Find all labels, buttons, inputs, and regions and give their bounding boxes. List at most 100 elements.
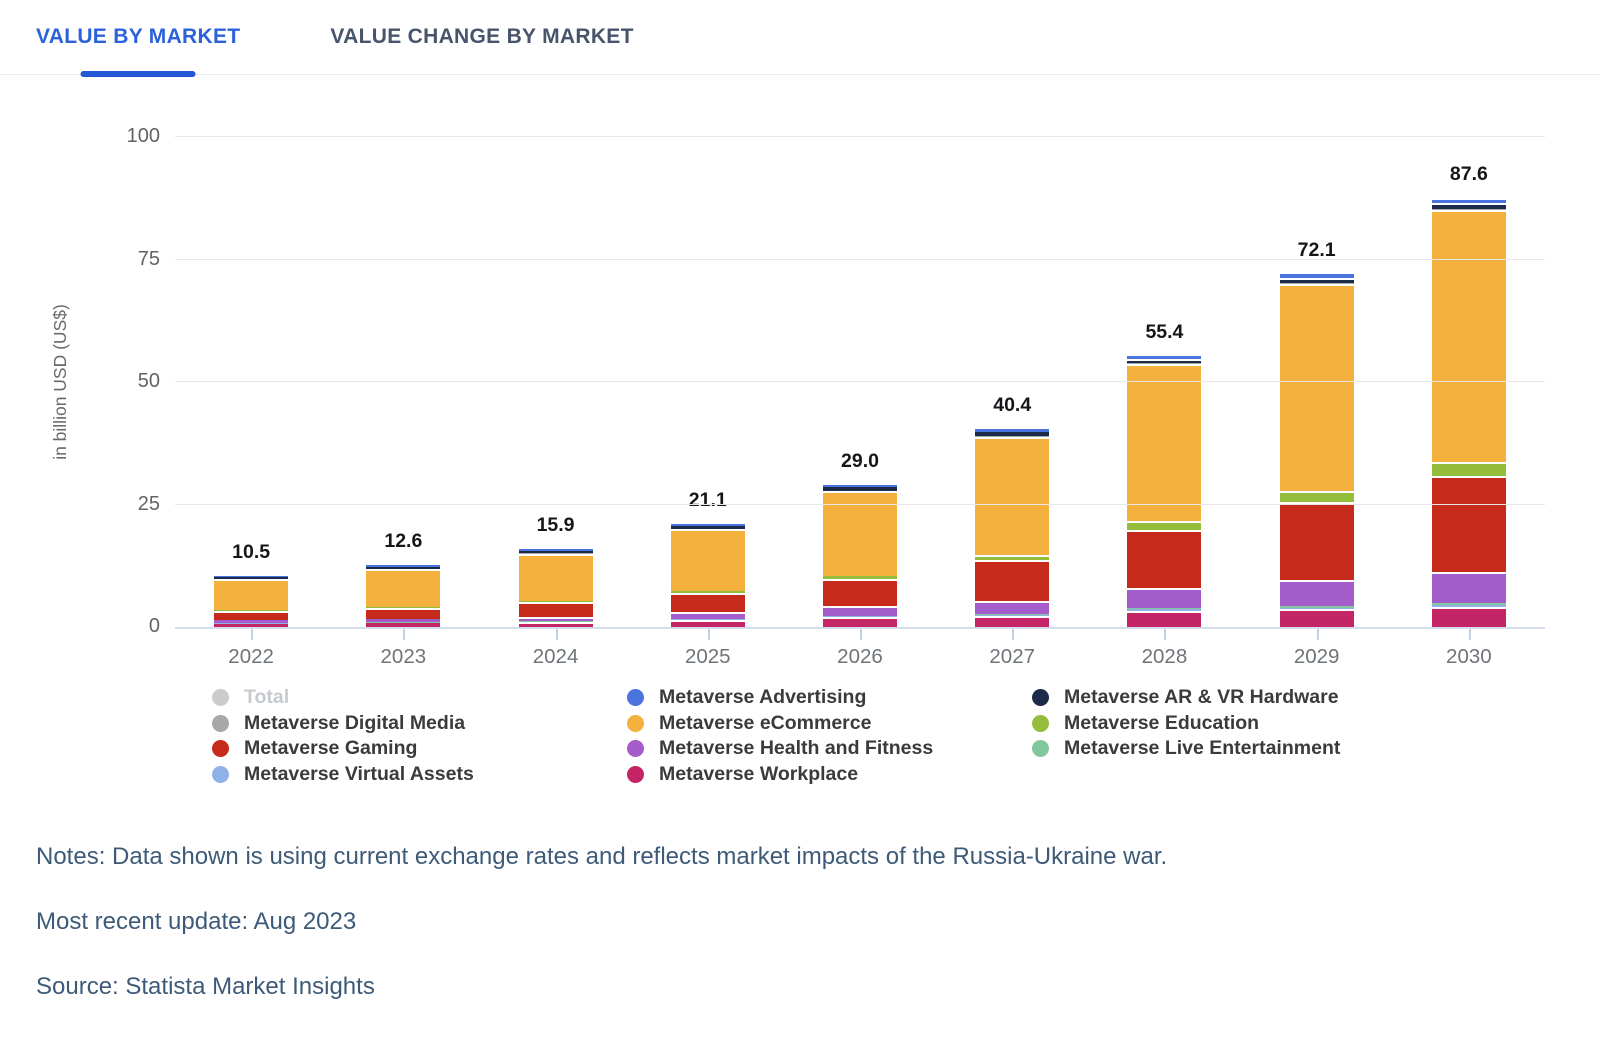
segment-digital_media-2027[interactable]: [975, 435, 1050, 437]
segment-workplace-2026[interactable]: [822, 617, 897, 627]
segment-ecommerce-2022[interactable]: [214, 579, 289, 611]
segment-virtual_assets-2028[interactable]: [1127, 609, 1202, 611]
segment-health_fitness-2030[interactable]: [1431, 572, 1506, 604]
bar-2022[interactable]: [214, 575, 289, 627]
bar-2025[interactable]: [670, 523, 745, 627]
segment-health_fitness-2026[interactable]: [822, 606, 897, 616]
segment-workplace-2028[interactable]: [1127, 610, 1202, 627]
bar-2023[interactable]: [366, 565, 441, 627]
segment-health_fitness-2028[interactable]: [1127, 588, 1202, 608]
segment-advertising-2029[interactable]: [1279, 273, 1354, 278]
segment-ecommerce-2027[interactable]: [975, 436, 1050, 555]
segment-gaming-2024[interactable]: [518, 602, 593, 617]
segment-live_entertainment-2027[interactable]: [975, 614, 1050, 616]
segment-education-2022[interactable]: [214, 610, 289, 612]
bar-2024[interactable]: [518, 549, 593, 627]
segment-gaming-2026[interactable]: [822, 579, 897, 607]
segment-education-2029[interactable]: [1279, 491, 1354, 503]
segment-health_fitness-2023[interactable]: [366, 619, 441, 623]
segment-ecommerce-2025[interactable]: [670, 529, 745, 592]
bar-2030[interactable]: [1431, 197, 1506, 627]
legend-item-gaming[interactable]: Metaverse Gaming: [212, 736, 627, 762]
segment-virtual_assets-2030[interactable]: [1431, 605, 1506, 608]
segment-gaming-2027[interactable]: [975, 560, 1050, 602]
segment-ecommerce-2026[interactable]: [822, 491, 897, 576]
segment-ar_vr_hardware-2027[interactable]: [975, 432, 1050, 436]
segment-health_fitness-2029[interactable]: [1279, 580, 1354, 606]
segment-gaming-2029[interactable]: [1279, 502, 1354, 581]
segment-workplace-2030[interactable]: [1431, 607, 1506, 627]
segment-workplace-2024[interactable]: [518, 622, 593, 627]
segment-gaming-2028[interactable]: [1127, 529, 1202, 589]
segment-virtual_assets-2029[interactable]: [1279, 607, 1354, 610]
segment-education-2024[interactable]: [518, 600, 593, 603]
segment-ar_vr_hardware-2025[interactable]: [670, 525, 745, 529]
segment-education-2030[interactable]: [1431, 462, 1506, 476]
segment-advertising-2024[interactable]: [518, 549, 593, 551]
segment-gaming-2025[interactable]: [670, 593, 745, 613]
y-tick-0: 0: [148, 615, 160, 637]
segment-gaming-2030[interactable]: [1431, 475, 1506, 573]
segment-ecommerce-2030[interactable]: [1431, 210, 1506, 463]
segment-digital_media-2030[interactable]: [1431, 208, 1506, 211]
segment-health_fitness-2025[interactable]: [670, 612, 745, 619]
segment-advertising-2026[interactable]: [822, 484, 897, 488]
segment-education-2028[interactable]: [1127, 520, 1202, 530]
segment-live_entertainment-2029[interactable]: [1279, 605, 1354, 608]
segment-advertising-2027[interactable]: [975, 429, 1050, 433]
legend-item-health_fitness[interactable]: Metaverse Health and Fitness: [627, 736, 1032, 762]
segment-ar_vr_hardware-2029[interactable]: [1279, 277, 1354, 283]
bar-2027[interactable]: [975, 429, 1050, 627]
legend-item-virtual_assets[interactable]: Metaverse Virtual Assets: [212, 762, 627, 788]
segment-ar_vr_hardware-2028[interactable]: [1127, 359, 1202, 364]
segment-education-2026[interactable]: [822, 575, 897, 580]
segment-ar_vr_hardware-2023[interactable]: [366, 566, 441, 569]
segment-virtual_assets-2027[interactable]: [975, 615, 1050, 617]
segment-virtual_assets-2026[interactable]: [822, 616, 897, 618]
segment-advertising-2023[interactable]: [366, 565, 441, 567]
legend-item-ar_vr_hardware[interactable]: Metaverse AR & VR Hardware: [1032, 685, 1600, 711]
gridline-75: [175, 258, 1545, 260]
segment-advertising-2022[interactable]: [214, 575, 289, 577]
segment-workplace-2022[interactable]: [214, 623, 289, 627]
legend-item-ecommerce[interactable]: Metaverse eCommerce: [627, 711, 1032, 737]
segment-ar_vr_hardware-2030[interactable]: [1431, 202, 1506, 209]
segment-health_fitness-2027[interactable]: [975, 601, 1050, 615]
bar-2026[interactable]: [822, 484, 897, 627]
segment-health_fitness-2022[interactable]: [214, 620, 289, 624]
segment-ar_vr_hardware-2026[interactable]: [822, 487, 897, 491]
legend-item-live_entertainment[interactable]: Metaverse Live Entertainment: [1032, 736, 1600, 762]
legend-item-digital_media[interactable]: Metaverse Digital Media: [212, 711, 627, 737]
segment-gaming-2023[interactable]: [366, 607, 441, 620]
segment-ar_vr_hardware-2024[interactable]: [518, 550, 593, 554]
segment-workplace-2023[interactable]: [366, 623, 441, 627]
segment-digital_media-2029[interactable]: [1279, 282, 1354, 285]
segment-education-2025[interactable]: [670, 591, 745, 594]
bar-2028[interactable]: [1127, 355, 1202, 627]
segment-ecommerce-2028[interactable]: [1127, 364, 1202, 521]
segment-education-2027[interactable]: [975, 554, 1050, 561]
legend-item-advertising[interactable]: Metaverse Advertising: [627, 685, 1032, 711]
segment-workplace-2027[interactable]: [975, 616, 1050, 627]
segment-workplace-2029[interactable]: [1279, 609, 1354, 627]
legend-item-education[interactable]: Metaverse Education: [1032, 711, 1600, 737]
legend-item-total[interactable]: Total: [212, 685, 627, 711]
segment-advertising-2025[interactable]: [670, 523, 745, 526]
segment-advertising-2028[interactable]: [1127, 355, 1202, 360]
segment-gaming-2022[interactable]: [214, 611, 289, 621]
segment-advertising-2030[interactable]: [1431, 197, 1506, 203]
tab-value-change-by-market[interactable]: VALUE CHANGE BY MARKET: [330, 0, 633, 74]
segment-workplace-2025[interactable]: [670, 619, 745, 627]
segment-ar_vr_hardware-2022[interactable]: [214, 576, 289, 579]
segment-live_entertainment-2030[interactable]: [1431, 603, 1506, 606]
bar-2029[interactable]: [1279, 273, 1354, 627]
segment-ecommerce-2024[interactable]: [518, 553, 593, 601]
segment-health_fitness-2024[interactable]: [518, 616, 593, 622]
segment-education-2023[interactable]: [366, 606, 441, 608]
segment-ecommerce-2029[interactable]: [1279, 284, 1354, 492]
legend-item-workplace[interactable]: Metaverse Workplace: [627, 762, 1032, 788]
segment-live_entertainment-2028[interactable]: [1127, 607, 1202, 610]
segment-digital_media-2028[interactable]: [1127, 363, 1202, 365]
segment-ecommerce-2023[interactable]: [366, 569, 441, 607]
tab-value-by-market[interactable]: VALUE BY MARKET: [36, 0, 240, 77]
